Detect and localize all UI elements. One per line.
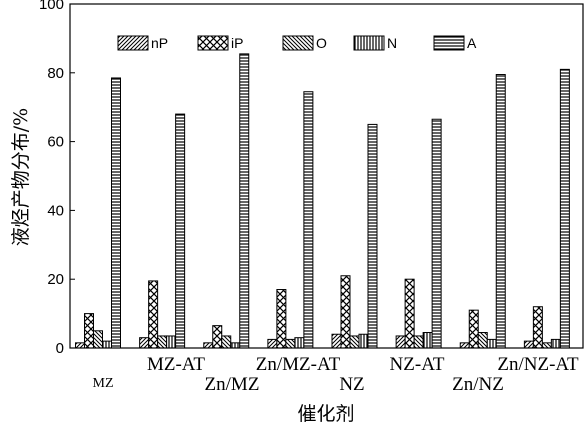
bar-nz-n (358, 333, 369, 349)
bar-mz-n (102, 340, 112, 349)
bar-zn-nz-o (477, 332, 488, 349)
bar-zn-nz-n (486, 338, 497, 349)
legend-swatch-o (282, 35, 314, 51)
y-tick-label-100: 100 (39, 0, 64, 13)
bar-zn-nz-ip (468, 309, 479, 349)
x-category-label-nz: NZ (339, 374, 364, 395)
bar-zn-mz-at-a (303, 91, 314, 349)
bar-nz-at-n (422, 332, 433, 349)
bar-nz-o (349, 335, 360, 349)
y-tick-label-0: 0 (56, 340, 64, 357)
bar-zn-mz-o (221, 335, 232, 349)
legend-label-o: O (316, 35, 327, 51)
x-category-label-nz-at: NZ-AT (390, 354, 445, 375)
legend-swatch-np (117, 35, 149, 51)
bar-nz-at-np (395, 335, 406, 349)
bar-nz-a (367, 123, 378, 349)
bar-mz-at-np (139, 337, 150, 349)
bar-zn-nz-at-o (541, 342, 552, 349)
bar-mz-at-ip (148, 280, 159, 349)
bar-zn-nz-at-n (550, 338, 561, 349)
legend-swatch-ip (197, 35, 229, 51)
bar-mz-o (93, 330, 103, 349)
bar-nz-at-o (413, 335, 424, 349)
y-tick-label-60: 60 (47, 134, 64, 151)
legend: nP iP O N A (117, 35, 477, 51)
legend-swatch-n (353, 35, 385, 51)
bar-mz-at-a (175, 113, 186, 349)
x-category-label-zn-nz-at: Zn/NZ-AT (497, 354, 579, 375)
y-tick-label-40: 40 (47, 202, 64, 219)
bar-nz-at-ip (404, 278, 415, 349)
x-category-label-zn-mz-at: Zn/MZ-AT (256, 354, 341, 375)
y-axis-title: 液烃产物分布/% (10, 108, 32, 246)
bar-zn-mz-at-n (294, 337, 305, 349)
legend-label-a: A (467, 35, 477, 51)
bar-nz-np (331, 333, 342, 349)
bar-mz-ip (84, 313, 94, 349)
bar-mz-at-o (157, 335, 168, 349)
bar-zn-mz-n (230, 342, 241, 349)
x-axis-title: 催化剂 (297, 403, 354, 425)
bar-mz-np (75, 342, 85, 349)
bar-zn-nz-at-ip (532, 306, 543, 349)
bar-zn-mz-a (239, 53, 250, 349)
legend-label-ip: iP (231, 35, 243, 51)
y-tick-label-80: 80 (47, 65, 64, 82)
bar-zn-nz-np (459, 342, 470, 349)
bar-mz-a (111, 77, 121, 349)
bar-nz-ip (340, 275, 351, 349)
legend-swatch-a (433, 35, 465, 51)
bar-zn-mz-np (203, 342, 214, 349)
bar-zn-nz-at-a (559, 68, 570, 349)
x-category-label-zn-nz: Zn/NZ (452, 374, 504, 395)
y-tick-label-20: 20 (47, 271, 64, 288)
bar-zn-mz-at-np (267, 338, 278, 349)
bar-nz-at-a (431, 118, 442, 349)
bar-zn-nz-at-np (523, 340, 534, 349)
legend-label-n: N (387, 35, 397, 51)
plot-frame (69, 3, 584, 349)
x-category-label-mz-at: MZ-AT (147, 354, 205, 375)
legend-label-np: nP (151, 35, 168, 51)
bar-zn-mz-at-ip (276, 289, 287, 349)
x-category-label-mz: MZ (93, 376, 114, 391)
plot-area (75, 53, 570, 349)
bar-zn-mz-at-o (285, 338, 296, 349)
bar-zn-nz-a (495, 74, 506, 349)
bar-zn-mz-ip (212, 325, 223, 349)
x-category-label-zn-mz: Zn/MZ (205, 374, 260, 395)
bar-mz-at-n (166, 335, 177, 349)
